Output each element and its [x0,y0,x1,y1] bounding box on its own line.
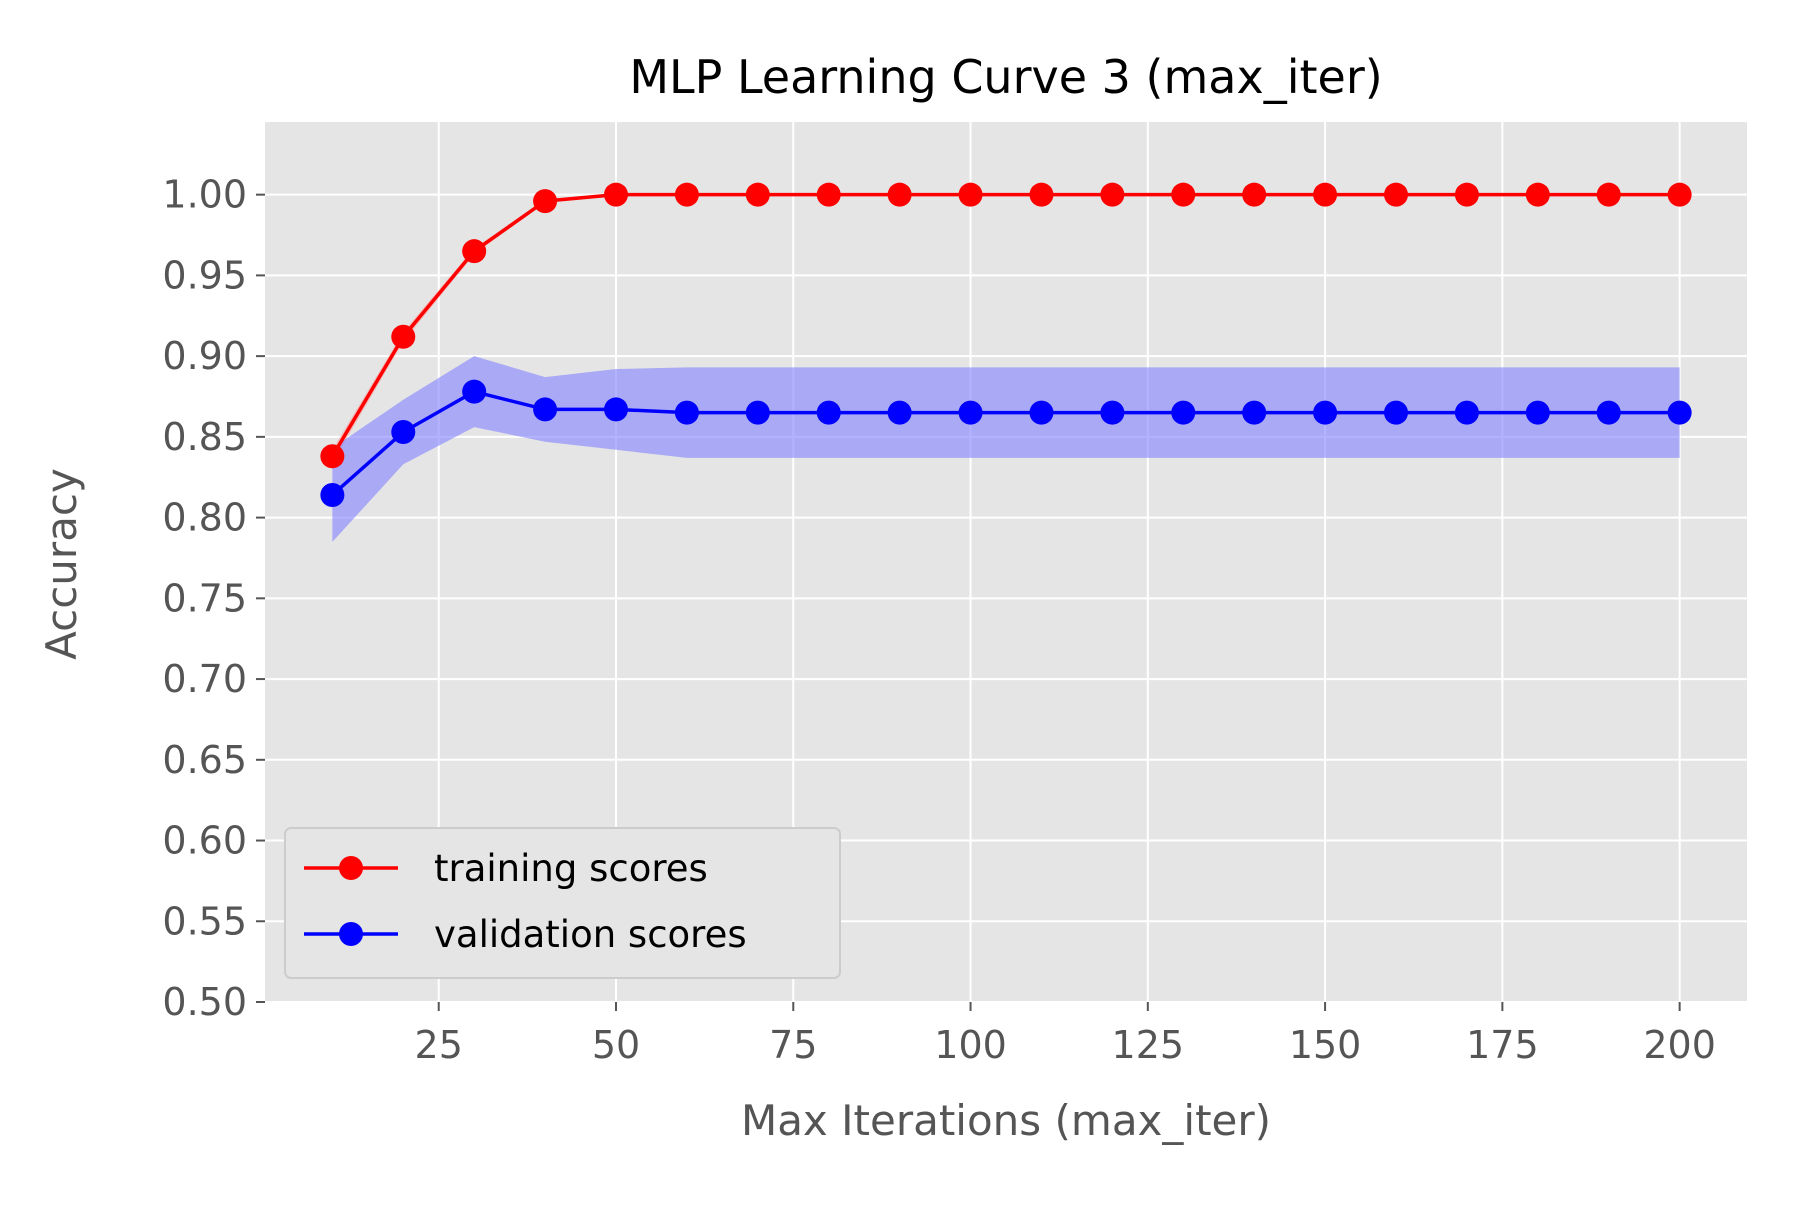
legend: training scores validation scores [284,827,841,979]
x-tick-label: 50 [592,1023,640,1067]
y-tick-label: 0.60 [162,819,247,863]
x-axis-label: Max Iterations (max_iter) [741,1096,1271,1145]
training-scores-legend-marker [339,856,363,880]
y-tick-label: 0.75 [162,576,247,620]
x-axis-ticks: 25 50 75 100 125 150 175 200 [415,1002,1716,1067]
training-scores-point [1029,182,1054,207]
training-scores-point [1313,182,1338,207]
y-tick-label: 0.95 [162,253,247,297]
x-tick-label: 75 [769,1023,817,1067]
training-scores-point [1596,182,1621,207]
validation-scores-point [1596,400,1621,425]
training-scores-point [1525,182,1550,207]
training-scores-legend-label: training scores [434,847,708,890]
training-scores-point [745,182,770,207]
validation-scores-point [1525,400,1550,425]
training-scores-point [887,182,912,207]
validation-scores-point [320,482,345,507]
x-tick-label: 25 [415,1023,463,1067]
training-scores-point [1454,182,1479,207]
validation-scores-point [1171,400,1196,425]
training-scores-point [320,444,345,469]
chart-title: MLP Learning Curve 3 (max_iter) [629,50,1382,104]
validation-scores-point [604,397,628,422]
y-tick-label: 0.65 [162,738,247,782]
validation-scores-point [1384,400,1408,425]
y-tick-label: 0.70 [162,657,247,701]
validation-scores-point [1029,400,1054,425]
y-axis-label: Accuracy [37,468,86,660]
confidence-bands [332,194,1680,542]
training-scores-point [1667,182,1692,207]
training-scores-point [1242,182,1267,207]
validation-scores-point [1242,400,1267,425]
training-scores-point [462,239,487,264]
training-scores-point [958,182,983,207]
validation-scores-point [958,400,983,425]
y-tick-label: 0.50 [162,980,247,1024]
training-scores-point [1171,182,1196,207]
validation-scores-point [745,400,770,425]
y-tick-label: 0.85 [162,415,247,459]
validation-scores-point [1667,400,1692,425]
validation-scores-point [1100,400,1125,425]
training-scores-point [604,182,628,207]
y-axis-ticks: 0.50 0.55 0.60 0.65 0.70 0.75 0.80 0.85 0.90 0.95… [162,173,265,1024]
x-tick-label: 200 [1643,1023,1716,1067]
validation-scores-point [1313,400,1338,425]
validation-scores-legend-marker [339,922,363,946]
training-scores-point [533,189,558,214]
x-tick-label: 150 [1289,1023,1362,1067]
legend-box [284,827,841,979]
validation-scores-point [816,400,841,425]
validation-scores-point [533,397,558,422]
validation-scores-point [674,400,699,425]
y-tick-label: 0.55 [162,899,247,943]
training-scores-point [1100,182,1125,207]
training-scores-point [674,182,699,207]
training-scores-point [391,324,416,349]
x-tick-label: 100 [934,1023,1007,1067]
series-lines [320,182,1692,507]
training-scores-point [1384,182,1408,207]
validation-scores-band [332,356,1680,542]
y-tick-label: 0.80 [162,496,247,540]
y-tick-label: 0.90 [162,334,247,378]
x-tick-label: 175 [1466,1023,1539,1067]
validation-scores-legend-label: validation scores [434,913,747,956]
validation-scores-point [1454,400,1479,425]
x-tick-label: 125 [1112,1023,1185,1067]
validation-scores-point [887,400,912,425]
training-scores-point [816,182,841,207]
validation-scores-point [462,379,487,404]
y-tick-label: 1.00 [162,173,247,217]
validation-scores-point [391,420,416,445]
